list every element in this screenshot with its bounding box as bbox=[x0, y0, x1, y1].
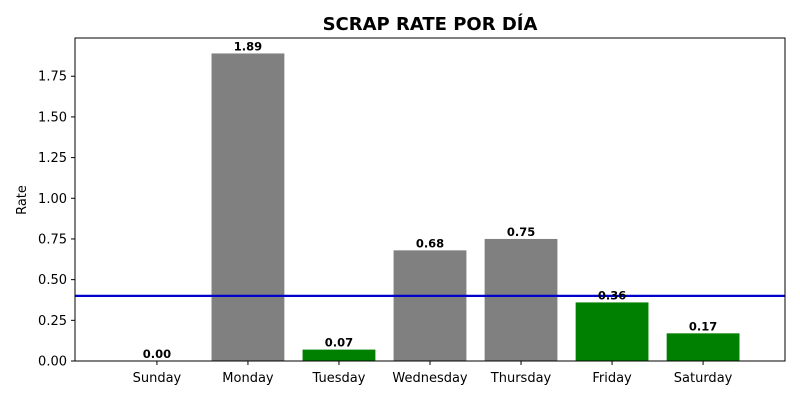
data-label-monday: 1.89 bbox=[234, 39, 262, 53]
data-label-thursday: 0.75 bbox=[507, 225, 535, 239]
axes-layer: Sunday Monday Tuesday Wednesday Thursday Frid… bbox=[38, 37, 786, 386]
data-label-tuesday: 0.07 bbox=[325, 336, 353, 350]
bar-tuesday bbox=[302, 349, 376, 361]
y-tick-label: 1.50 bbox=[38, 110, 67, 125]
y-tick-label: 1.75 bbox=[38, 70, 67, 85]
bar-thursday bbox=[484, 238, 558, 361]
data-label-friday: 0.36 bbox=[598, 288, 626, 302]
y-tick-label: 0.25 bbox=[38, 314, 67, 329]
x-tick-label-friday: Friday bbox=[592, 371, 632, 386]
data-labels-layer: 0.00 1.89 0.07 0.68 0.75 0.36 0.17 bbox=[143, 39, 718, 361]
data-label-saturday: 0.17 bbox=[689, 319, 717, 333]
y-axis-label: Rate bbox=[15, 185, 30, 215]
y-tick-label: 1.25 bbox=[38, 151, 67, 166]
x-tick-label-saturday: Saturday bbox=[674, 371, 733, 386]
data-label-wednesday: 0.68 bbox=[416, 236, 444, 250]
data-label-sunday: 0.00 bbox=[143, 347, 171, 361]
y-tick-label: 0.00 bbox=[38, 355, 67, 370]
y-tick-label: 0.75 bbox=[38, 232, 67, 247]
x-tick-label-monday: Monday bbox=[222, 371, 274, 386]
x-tick-label-tuesday: Tuesday bbox=[312, 371, 366, 386]
plot-frame bbox=[74, 37, 786, 362]
bar-friday bbox=[575, 302, 649, 361]
y-tick-label: 1.00 bbox=[38, 192, 67, 207]
x-tick-label-sunday: Sunday bbox=[133, 371, 182, 386]
x-tick-label-thursday: Thursday bbox=[490, 371, 552, 386]
chart-title: SCRAP RATE POR DÍA bbox=[323, 13, 538, 35]
bar-saturday bbox=[666, 333, 740, 361]
bar-wednesday bbox=[393, 250, 467, 361]
x-tick-label-wednesday: Wednesday bbox=[392, 371, 468, 386]
bars-layer bbox=[211, 53, 740, 362]
bar-monday bbox=[211, 53, 285, 362]
y-tick-label: 0.50 bbox=[38, 273, 67, 288]
